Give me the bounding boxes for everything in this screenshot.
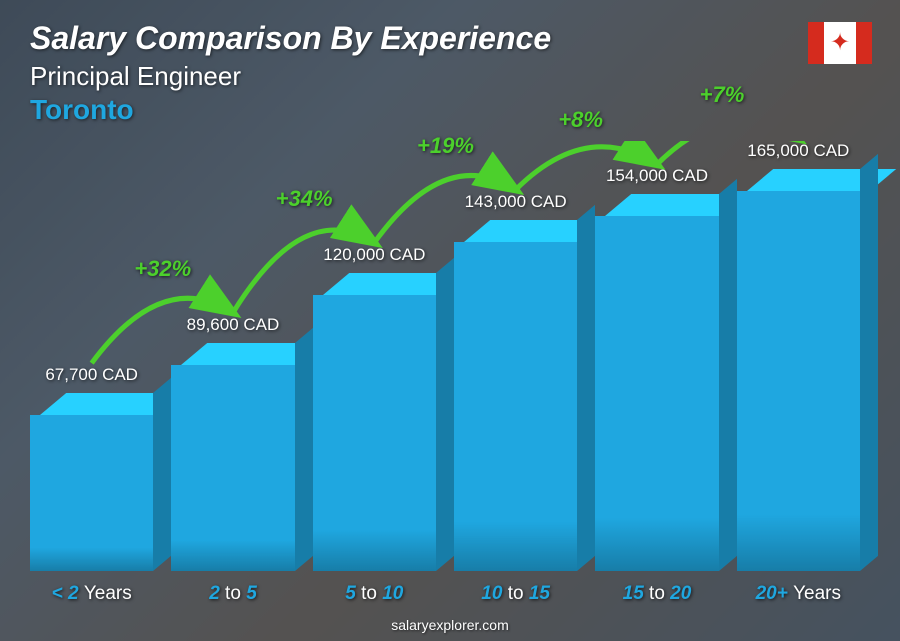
bar-3d (313, 273, 436, 571)
bar-3d (30, 393, 153, 571)
bar-front-face (30, 415, 153, 571)
bar-value-label: 143,000 CAD (465, 192, 567, 212)
maple-leaf-icon: ✦ (830, 31, 850, 55)
flag-stripe-right (856, 22, 872, 64)
bar-3d (737, 169, 860, 571)
chart-area: 67,700 CAD 89,600 CAD 120,000 CAD 143,000 C… (30, 141, 860, 601)
flag-stripe-left (808, 22, 824, 64)
bar-front-face (595, 216, 718, 571)
bar-side-face (295, 328, 313, 571)
bar-value-label: 154,000 CAD (606, 166, 708, 186)
bar-side-face (860, 154, 878, 571)
x-axis-label: 5 to 10 (313, 583, 436, 605)
bar-side-face (577, 205, 595, 571)
bar-front-face (737, 191, 860, 571)
bar-column: 165,000 CAD (737, 141, 860, 571)
bar-value-label: 165,000 CAD (747, 141, 849, 161)
footer-attribution: salaryexplorer.com (0, 617, 900, 633)
x-axis-label: 15 to 20 (595, 583, 718, 605)
bar-front-face (454, 242, 577, 571)
bar-3d (595, 194, 718, 571)
bar-column: 143,000 CAD (454, 192, 577, 571)
bar-value-label: 120,000 CAD (323, 245, 425, 265)
bar-3d (171, 343, 294, 571)
flag-canada: ✦ (808, 22, 872, 64)
bars-container: 67,700 CAD 89,600 CAD 120,000 CAD 143,000 C… (30, 141, 860, 571)
bar-front-face (313, 295, 436, 571)
x-axis-label: < 2 Years (30, 583, 153, 605)
bar-side-face (719, 179, 737, 571)
bar-side-face (153, 378, 171, 571)
bar-side-face (436, 258, 454, 571)
bar-3d (454, 220, 577, 571)
bar-column: 89,600 CAD (171, 315, 294, 571)
x-axis-label: 2 to 5 (171, 583, 294, 605)
x-axis: < 2 Years 2 to 5 5 to 10 10 to 15 15 to 20 20… (30, 583, 860, 605)
bar-value-label: 89,600 CAD (187, 315, 280, 335)
content-root: ✦ Salary Comparison By Experience Princi… (0, 0, 900, 641)
chart-title: Salary Comparison By Experience (30, 20, 880, 57)
bar-front-face (171, 365, 294, 571)
chart-location: Toronto (30, 94, 880, 126)
bar-column: 67,700 CAD (30, 365, 153, 571)
x-axis-label: 10 to 15 (454, 583, 577, 605)
chart-subtitle: Principal Engineer (30, 61, 880, 92)
x-axis-label: 20+ Years (737, 583, 860, 605)
bar-value-label: 67,700 CAD (45, 365, 138, 385)
flag-center: ✦ (824, 22, 856, 64)
bar-column: 154,000 CAD (595, 166, 718, 571)
bar-column: 120,000 CAD (313, 245, 436, 571)
